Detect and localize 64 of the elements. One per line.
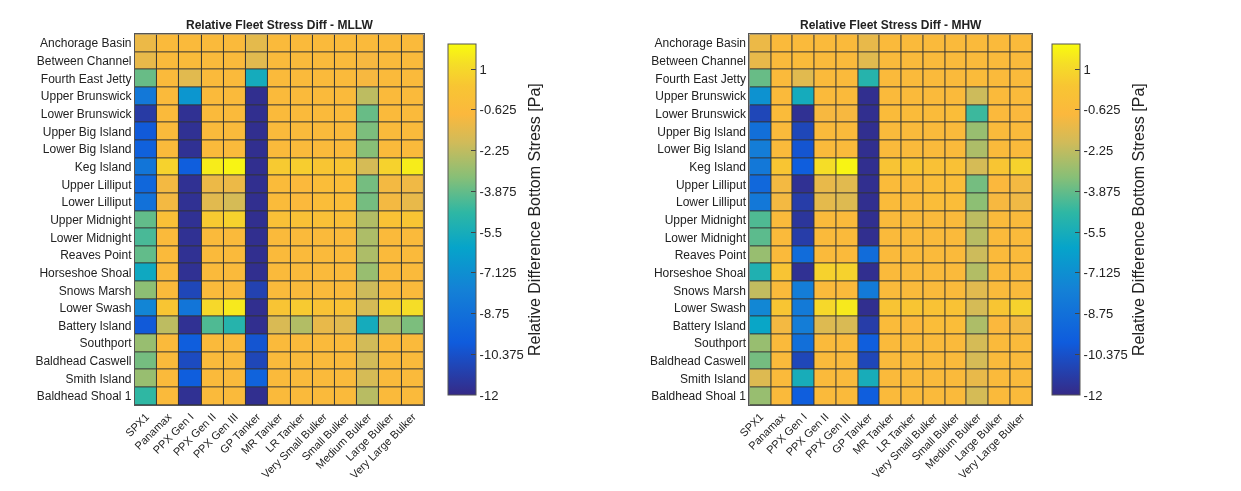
y-tick-label: Keg Island [74,159,132,174]
y-tick-label: Fourth East Jetty [40,71,132,86]
y-tick-label: Between Channel [36,54,132,69]
y-tick-label: Southport [79,336,133,351]
color-bar-label: -10.375 [479,346,524,362]
color-bar-label: -7.125 [1083,265,1121,281]
y-tick-label: Reaves Point [60,248,133,263]
color-bar-title: Relative Difference Bottom Stress [Pa] [525,83,543,356]
color-bar-title: Relative Difference Bottom Stress [Pa] [1129,83,1147,356]
y-tick-label: Lower Brunswick [655,107,747,122]
color-bar-label: -3.875 [479,183,517,199]
y-tick-label: Lower Lilliput [675,195,747,210]
y-tick-label: Horseshoe Shoal [653,265,746,280]
color-bar-label: -3.875 [1083,183,1121,199]
color-bar-label: -12 [479,387,499,403]
color-bar-label: -2.25 [1083,143,1114,159]
y-tick-label: Upper Midnight [50,212,133,227]
y-tick-label: Anchorage Basin [654,36,746,51]
color-bar-label: -5.5 [1083,224,1107,240]
y-tick-label: Upper Lilliput [61,177,133,192]
color-bar-label: -0.625 [479,102,517,118]
chart-title: Relative Fleet Stress Diff - MLLW [186,18,374,32]
y-tick-label: Between Channel [651,54,746,69]
color-bar-label: -10.375 [1083,346,1128,362]
y-tick-label: Lower Lilliput [61,195,133,210]
y-tick-label: Baldhead Shoal 1 [36,389,132,404]
y-tick-label: Lower Brunswick [40,107,133,122]
y-tick-label: Keg Island [689,159,746,174]
y-tick-label: Lower Swash [59,301,132,316]
y-tick-label: Upper Brunswick [40,89,133,104]
color-bar-label: 1 [1083,61,1091,77]
y-tick-label: Fourth East Jetty [655,71,746,86]
y-tick-label: Battery Island [672,318,746,333]
color-bar-label: -5.5 [479,224,503,240]
color-bar-label: 1 [479,61,487,77]
y-tick-label: Upper Big Island [657,124,746,139]
y-tick-label: Upper Brunswick [655,89,747,104]
y-tick-label: Baldhead Shoal 1 [651,389,747,404]
y-tick-label: Lower Big Island [657,142,746,157]
color-bar-label: -7.125 [479,265,517,281]
y-tick-label: Snows Marsh [58,283,132,298]
y-tick-label: Lower Midnight [50,230,133,245]
color-bar-label: -12 [1083,387,1103,403]
color-bar-label: -8.75 [1083,306,1114,322]
color-bar-label: -2.25 [479,143,510,159]
y-tick-label: Baldhead Caswell [649,354,746,369]
y-tick-label: Southport [693,336,747,351]
y-tick-label: Battery Island [58,318,132,333]
chart-title: Relative Fleet Stress Diff - MHW [800,18,983,32]
y-tick-label: Snows Marsh [673,283,746,298]
color-bar-label: -0.625 [1083,102,1121,118]
y-tick-label: Lower Midnight [664,230,747,245]
y-tick-label: Lower Swash [673,301,746,316]
y-tick-label: Reaves Point [674,248,747,263]
y-tick-label: Lower Big Island [42,142,132,157]
y-tick-label: Baldhead Caswell [35,354,132,369]
color-bar-label: -8.75 [479,306,510,322]
y-tick-label: Upper Big Island [42,124,132,139]
y-tick-label: Horseshoe Shoal [39,265,132,280]
y-tick-label: Upper Midnight [664,212,747,227]
y-tick-label: Smith Island [65,371,132,386]
y-tick-label: Anchorage Basin [40,36,132,51]
y-tick-label: Upper Lilliput [675,177,747,192]
y-tick-label: Smith Island [679,371,746,386]
